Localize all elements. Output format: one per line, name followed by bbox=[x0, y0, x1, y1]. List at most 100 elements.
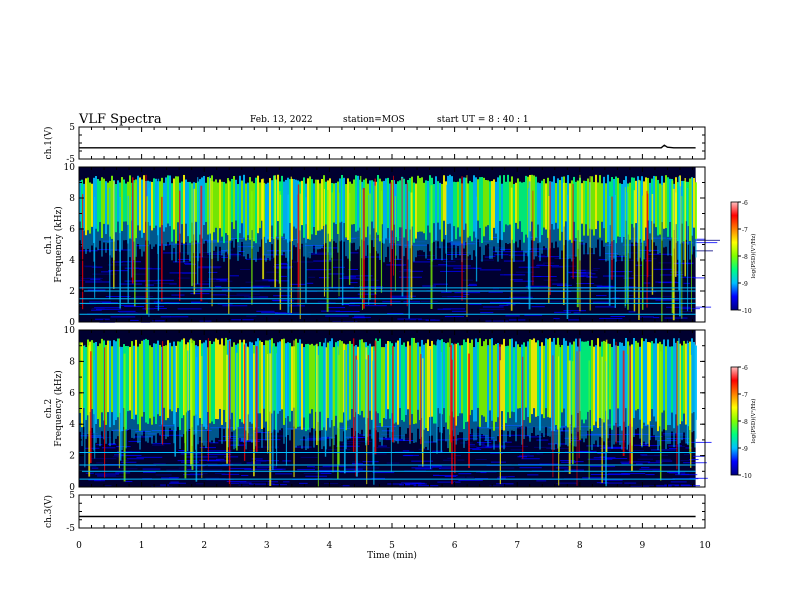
ch1-spectrum-emission-column bbox=[129, 175, 131, 239]
ch1-spectrum-noise-cell bbox=[202, 252, 219, 254]
ch2-spectrum-emission-column bbox=[277, 342, 279, 414]
ch2-spectrum-emission-column bbox=[437, 339, 439, 409]
ch2-spectrum-emission-edge bbox=[197, 425, 199, 445]
ch1-spectrum-emission-column bbox=[321, 178, 323, 230]
ch2-spectrum-emission-column bbox=[335, 342, 337, 416]
ch2-spectrum-emission-edge bbox=[581, 419, 583, 439]
ch1-spectrum-noise-cell bbox=[323, 259, 344, 261]
ch1-spectrum-noise-cell bbox=[565, 254, 578, 256]
ch2-spectrum-colorbar-label: log(PSD)(V²/Hz) bbox=[750, 399, 757, 444]
ch2-spectrum-emission-edge bbox=[211, 421, 213, 441]
ch1-spectrum-noise-cell bbox=[230, 238, 255, 240]
ch2-spectrum-noise-cell bbox=[556, 425, 574, 427]
ch2-spectrum-emission-column bbox=[519, 347, 521, 409]
ch1-spectrum-emission-edge bbox=[143, 232, 145, 252]
ch2-spectrum-noise-cell bbox=[586, 445, 609, 447]
ch2-spectrum-emission-column bbox=[609, 343, 611, 410]
ch2-spectrum-emission-edge bbox=[115, 420, 117, 439]
ch1-spectrum-noise-cell bbox=[499, 248, 511, 250]
ch2-spectrum-emission-column bbox=[539, 346, 541, 431]
ch2-spectrum-emission-column bbox=[597, 338, 599, 429]
ch1-spectrum-emission-edge bbox=[355, 231, 357, 251]
ch2-spectrum-emission-column bbox=[221, 338, 223, 425]
ch1-spectrum-emission-edge bbox=[637, 242, 639, 262]
ch1-spectrum-emission-edge bbox=[345, 237, 347, 257]
ch2-spectrum-emission-edge bbox=[181, 418, 183, 438]
ch1-spectrum-noise-cell bbox=[674, 262, 694, 264]
ch2-spectrum-noise-cell bbox=[660, 458, 671, 460]
ch1-spectrum-colorbar-tick-label: -9 bbox=[742, 281, 748, 288]
ch1-spectrum-emission-edge bbox=[351, 224, 353, 244]
ch2-spectrum-emission-edge bbox=[425, 428, 427, 447]
ch2-spectrum-emission-edge bbox=[679, 424, 681, 444]
ch1-spectrum-emission-edge bbox=[425, 239, 427, 259]
ch2-spectrum-emission-column bbox=[315, 344, 317, 412]
ch2-spectrum-noise-cell bbox=[432, 450, 443, 452]
ch1-spectrum-emission-edge bbox=[621, 242, 623, 262]
ch2-spectrum-noise-cell bbox=[339, 471, 360, 473]
ch1-spectrum-emission-edge bbox=[437, 222, 439, 242]
ch2-spectrum-emission-edge bbox=[277, 413, 279, 433]
ch2-spectrum-noise-cell bbox=[590, 473, 606, 475]
ch2-spectrum-noise-cell bbox=[479, 437, 495, 439]
ch2-spectrum-emission-edge bbox=[487, 427, 489, 447]
ch1-spectrum-emission-column bbox=[445, 181, 447, 235]
ch2-spectrum-emission-column bbox=[385, 343, 387, 420]
ch2-spectrum-colorbar-tick-label: -10 bbox=[742, 473, 752, 480]
ch2-spectrum-noise-cell bbox=[221, 473, 240, 475]
ch2-spectrum-emission-edge bbox=[91, 409, 93, 428]
ch2-spectrum-noise-cell bbox=[533, 446, 551, 448]
ch1-spectrum-emission-edge bbox=[321, 229, 323, 248]
ch2-spectrum-emission-column bbox=[197, 346, 199, 426]
ch1-spectrum-emission-column bbox=[333, 183, 335, 223]
ch2-spectrum-noise-cell bbox=[519, 455, 534, 457]
ch2-spectrum-emission-column bbox=[79, 342, 81, 413]
ch1-spectrum-emission-column bbox=[357, 175, 359, 231]
ch1-spectrum-emission-edge bbox=[393, 224, 395, 244]
ch2-spectrum-emission-edge bbox=[137, 424, 139, 444]
ch1-spectrum-emission-column bbox=[307, 178, 309, 239]
ch2-spectrum-emission-edge bbox=[433, 423, 435, 443]
ch1-spectrum-noise-cell bbox=[645, 260, 652, 262]
ch1-spectrum-noise-cell bbox=[153, 282, 177, 284]
ch1-spectrum-emission-column bbox=[559, 180, 561, 241]
ch2-spectrum-emission-column bbox=[491, 338, 493, 421]
ch1-spectrum-noise-cell bbox=[328, 273, 345, 275]
ch2-spectrum-ylabel-line: ch.2 bbox=[44, 399, 54, 418]
ch2-spectrum-emission-column bbox=[141, 340, 143, 417]
ch2-spectrum-noise-cell bbox=[689, 459, 699, 461]
ch1-spectrum-emission-edge bbox=[105, 234, 107, 253]
ch2-spectrum-noise-cell bbox=[674, 485, 701, 487]
ch2-spectrum-noise-cell bbox=[238, 484, 249, 486]
ch1-spectrum-ytick-label: 2 bbox=[69, 287, 75, 297]
ch2-spectrum-noise-cell bbox=[668, 445, 682, 447]
ch1-spectrum-noise-cell bbox=[321, 310, 340, 312]
ch1-spectrum-emission-column bbox=[225, 183, 227, 234]
ch1-spectrum-emission-column bbox=[501, 183, 503, 241]
ch1-spectrum-noise-cell bbox=[153, 301, 161, 303]
ch2-spectrum-noise-cell bbox=[160, 484, 170, 486]
ch2-spectrum-emission-edge bbox=[171, 411, 173, 431]
ch1-spectrum-emission-edge bbox=[257, 233, 259, 252]
ch2-spectrum-emission-column bbox=[439, 340, 441, 414]
ch2-spectrum-emission-edge bbox=[561, 412, 563, 432]
ch1-spectrum-emission-edge bbox=[695, 238, 697, 258]
ch1-spectrum-emission-column bbox=[103, 178, 105, 224]
ch2-spectrum-emission-edge bbox=[671, 412, 673, 432]
ch1-spectrum-noise-cell bbox=[124, 306, 145, 308]
ch2-spectrum-emission-column bbox=[137, 346, 139, 425]
ch2-spectrum-noise-cell bbox=[358, 434, 372, 436]
ch2-spectrum-noise-cell bbox=[564, 469, 585, 471]
ch2-spectrum-emission-column bbox=[129, 346, 131, 411]
ch1-spectrum-emission-column bbox=[141, 179, 143, 238]
ch1-spectrum-emission-column bbox=[447, 175, 449, 225]
ch1-spectrum-emission-column bbox=[439, 182, 441, 230]
ch2-spectrum-noise-cell bbox=[230, 444, 247, 446]
ch2-spectrum-noise-cell bbox=[668, 472, 686, 474]
ch1-spectrum-emission-column bbox=[441, 183, 443, 242]
ch1-spectrum-noise-cell bbox=[408, 241, 426, 243]
ch2-spectrum-noise-cell bbox=[457, 438, 479, 440]
ch1-spectrum-emission-edge bbox=[515, 222, 517, 242]
ch2-spectrum-emission-edge bbox=[489, 410, 491, 430]
ch1-spectrum-emission-column bbox=[367, 183, 369, 227]
